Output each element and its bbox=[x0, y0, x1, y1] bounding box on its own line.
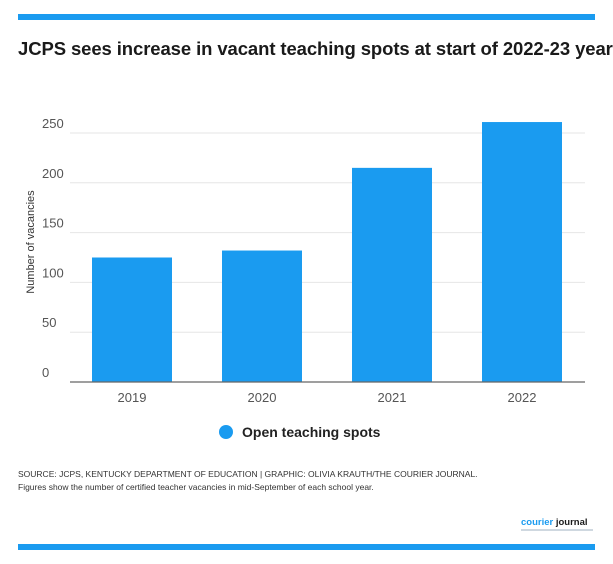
chart-title: JCPS sees increase in vacant teaching sp… bbox=[18, 38, 613, 59]
bar bbox=[92, 257, 172, 382]
y-axis-label: Number of vacancies bbox=[25, 190, 37, 294]
bottom-accent-bar bbox=[18, 544, 595, 550]
bar bbox=[482, 122, 562, 382]
source-note: SOURCE: JCPS, KENTUCKY DEPARTMENT OF EDU… bbox=[18, 469, 478, 479]
bar-chart: 0 50 100 150 200 250 Number of vacancies 2019 20… bbox=[25, 116, 585, 405]
courier-journal-logo: courier journal bbox=[521, 517, 593, 531]
x-tick-label: 2021 bbox=[378, 390, 407, 405]
y-tick-label: 50 bbox=[42, 315, 56, 330]
legend-swatch bbox=[219, 425, 233, 439]
y-tick-label: 150 bbox=[42, 216, 64, 231]
y-tick-label: 250 bbox=[42, 116, 64, 131]
bar bbox=[222, 250, 302, 382]
x-tick-label: 2020 bbox=[248, 390, 277, 405]
logo-courier-text: courier bbox=[521, 517, 556, 528]
top-accent-bar bbox=[18, 14, 595, 20]
x-tick-label: 2022 bbox=[508, 390, 537, 405]
y-tick-label: 100 bbox=[42, 265, 64, 280]
y-tick-label: 0 bbox=[42, 365, 49, 380]
y-tick-label: 200 bbox=[42, 166, 64, 181]
legend-label: Open teaching spots bbox=[242, 424, 381, 440]
footnote: Figures show the number of certified tea… bbox=[18, 482, 374, 492]
legend: Open teaching spots bbox=[219, 424, 380, 440]
x-tick-label: 2019 bbox=[118, 390, 147, 405]
bar bbox=[352, 167, 432, 382]
logo-underline bbox=[521, 529, 593, 531]
logo-journal-text: journal bbox=[555, 517, 588, 528]
